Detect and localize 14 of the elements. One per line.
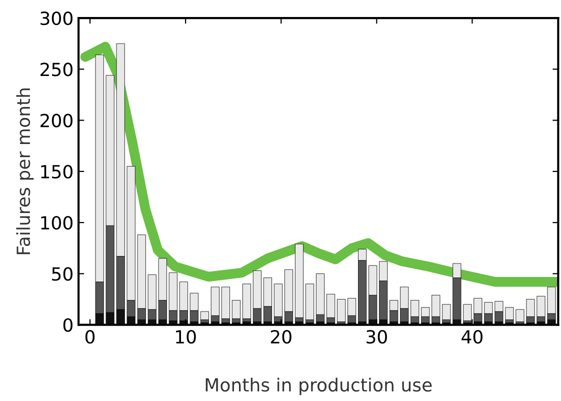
x-axis-title: Months in production use — [206, 378, 432, 396]
x-tick-label: 10 — [176, 330, 196, 344]
x-tick-label: 0 — [85, 330, 95, 344]
x-tick-label: 40 — [462, 330, 482, 344]
y-tick-label: 200 — [40, 114, 72, 128]
y-tick-label: 150 — [41, 164, 72, 179]
y-tick-label: 300 — [40, 12, 72, 26]
y-tick-label: 50 — [52, 267, 72, 281]
y-tick-label: 250 — [40, 62, 72, 76]
y-axis-title: Failures per month — [16, 88, 34, 254]
x-tick-label: 30 — [366, 330, 387, 344]
y-tick-label: 100 — [41, 216, 72, 230]
y-tick-label: 0 — [63, 318, 72, 332]
x-tick-label: 20 — [270, 330, 292, 344]
